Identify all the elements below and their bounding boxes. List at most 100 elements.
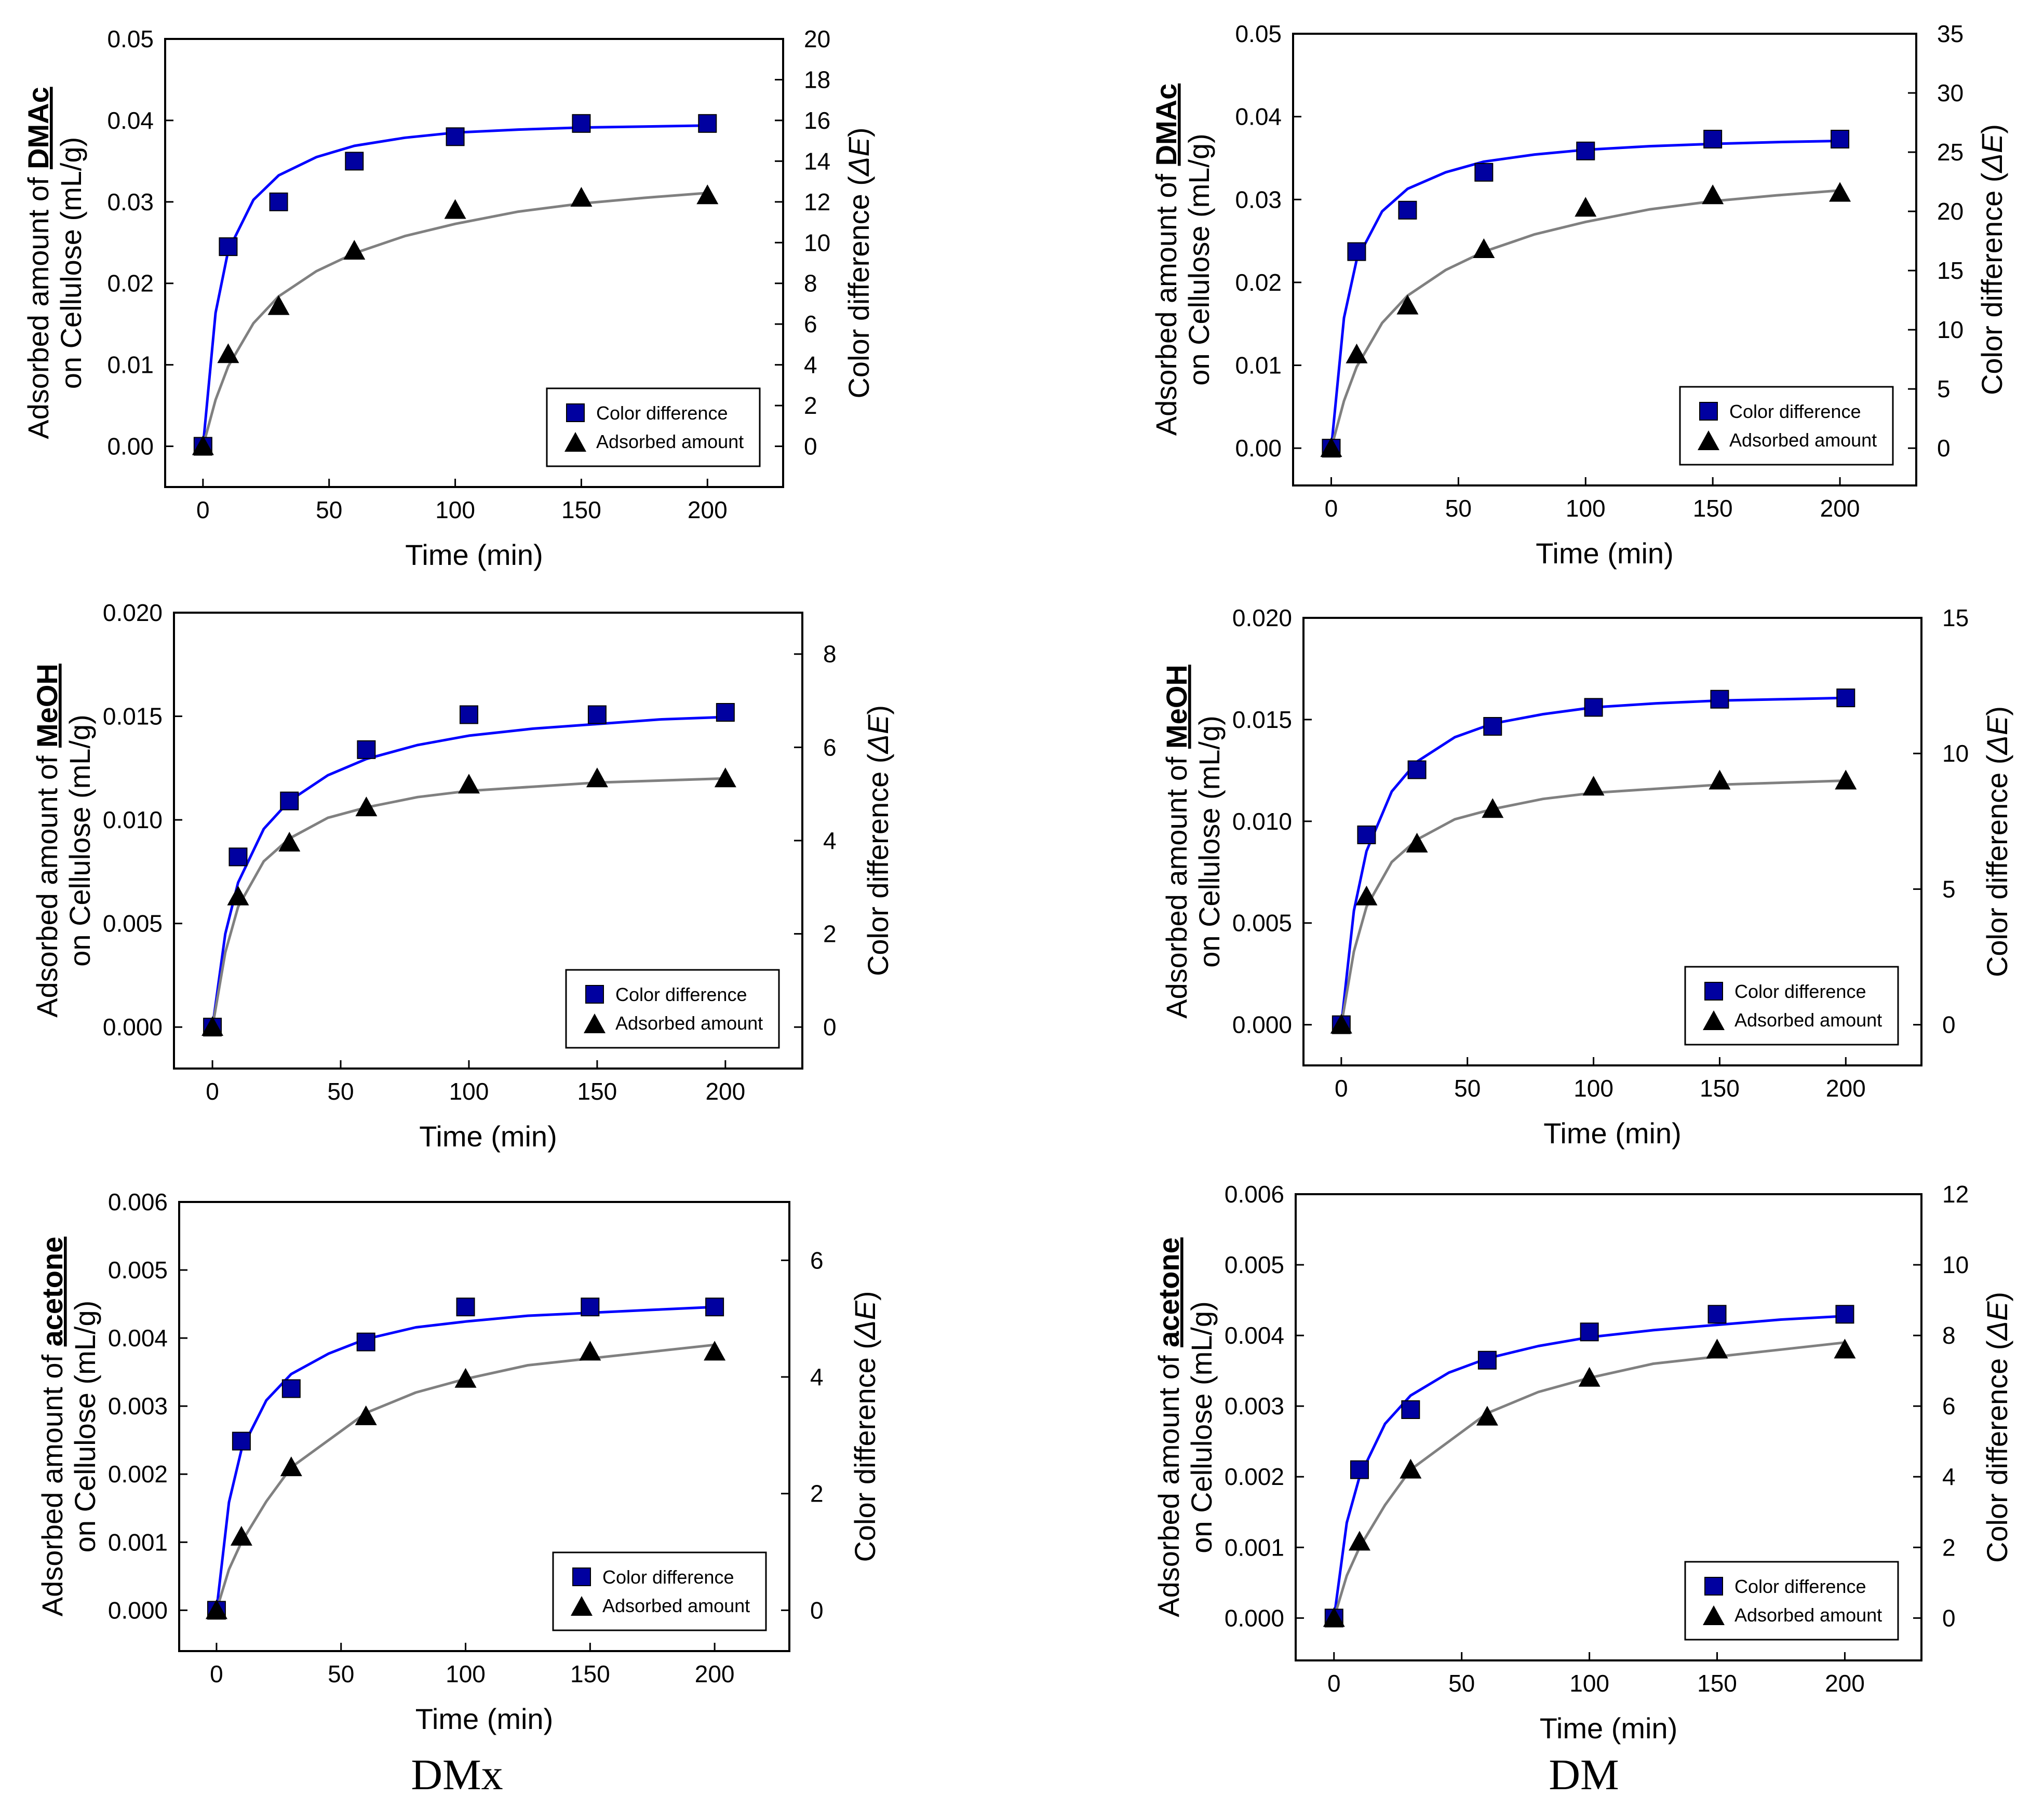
adsorbed-amount-point [343, 239, 366, 260]
y2-tick-label: 4 [810, 1363, 824, 1390]
x-tick-label: 200 [1820, 495, 1860, 522]
color-difference-point [345, 152, 364, 171]
y2-axis-label-text: Color difference ( [1975, 172, 2008, 395]
adsorbed-amount-point [1400, 1458, 1422, 1479]
y-tick-label: 0.03 [1235, 186, 1282, 213]
y2-tick-label: 25 [1937, 139, 1964, 166]
y-tick-label: 0.006 [1225, 1181, 1284, 1208]
y-axis-label-prefix: Adsorbed amount of [1150, 166, 1182, 436]
x-tick-label: 100 [1574, 1075, 1613, 1102]
y2-axis-label-text: Color difference ( [862, 753, 894, 976]
color-difference-point [1707, 1305, 1727, 1324]
x-tick-label: 50 [1454, 1075, 1481, 1102]
adsorbed-amount-point [1582, 776, 1605, 796]
y2-tick-label: 4 [1942, 1463, 1956, 1490]
y2-tick-label: 0 [804, 433, 817, 460]
legend-triangle-icon [584, 1013, 606, 1033]
y-tick-label: 0.006 [108, 1188, 168, 1215]
x-tick-label: 200 [1826, 1075, 1866, 1102]
adsorbed-amount-point [1348, 1531, 1370, 1551]
chart-panel-2: 0 50 100 150 200 0.00 0.01 0.02 0.03 0.04 0.05 0 5 10… [1150, 20, 2008, 570]
y-axis-label-compound: acetone [1152, 1237, 1185, 1347]
y-axis-label-prefix: Adsorbed amount of [31, 748, 63, 1018]
y-tick-label: 0.000 [1232, 1011, 1292, 1038]
chart-panel-4: 0 50 100 150 200 0.000 0.005 0.010 0.015 0.020 0 5 1… [1160, 604, 2013, 1150]
legend-triangle-icon [564, 432, 586, 452]
legend-label-color-difference: Color difference [1729, 401, 1861, 422]
legend-label-color-difference: Color difference [1734, 981, 1866, 1002]
legend-square-icon [1704, 982, 1723, 1001]
color-difference-point [219, 237, 238, 256]
x-tick-label: 100 [1566, 495, 1606, 522]
adsorbed-amount-point [230, 1525, 252, 1546]
y2-axis-label-symbol: ΔE [849, 1300, 881, 1341]
y2-axis-label-symbol: ΔE [862, 714, 894, 755]
x-tick-label: 100 [1569, 1670, 1609, 1697]
x-tick-label: 50 [316, 496, 342, 523]
x-tick-label: 50 [328, 1660, 354, 1687]
y2-tick-label: 18 [804, 66, 830, 93]
adsorbed-amount-point [1482, 798, 1504, 818]
adsorbed-amount-point [454, 1368, 477, 1388]
adsorbed-amount-point [267, 295, 290, 315]
y-tick-label: 0.05 [1235, 20, 1282, 47]
adsorbed-amount-point [570, 186, 593, 207]
x-tick-label: 200 [695, 1660, 735, 1687]
x-tick-label: 200 [1825, 1670, 1865, 1697]
color-difference-point [1347, 242, 1366, 261]
y2-tick-label: 6 [1942, 1393, 1956, 1420]
color-difference-point [705, 1298, 724, 1317]
adsorbed-amount-point [1702, 184, 1724, 205]
color-difference-point [1584, 698, 1603, 717]
color-difference-point [281, 1379, 301, 1398]
adsorbed-amount-point [696, 184, 719, 205]
color-difference-point [1474, 163, 1494, 182]
x-axis-label: Time (min) [405, 538, 543, 571]
y-axis-label: Adsorbed amount of DMAc [22, 87, 55, 439]
adsorbed-amount-point [1709, 769, 1731, 790]
x-tick-label: 50 [1448, 1670, 1475, 1697]
y-tick-label: 0.004 [108, 1325, 168, 1352]
y2-tick-label: 2 [810, 1480, 824, 1507]
y2-tick-label: 0 [1942, 1011, 1956, 1038]
legend-square-icon [566, 403, 585, 422]
y2-tick-label: 8 [823, 641, 837, 668]
color-difference-point [1350, 1460, 1369, 1479]
y2-axis-label-close: ) [842, 127, 875, 137]
x-tick-label: 150 [561, 496, 601, 523]
color-difference-point [1407, 760, 1427, 779]
adsorbed-amount-point [1473, 238, 1495, 259]
y2-tick-label: 6 [804, 310, 817, 337]
y-axis-label-prefix: Adsorbed amount of [22, 169, 55, 439]
color-difference-point [1357, 825, 1376, 844]
legend-box [1679, 386, 1894, 466]
adsorbed-amount-point [1396, 294, 1419, 315]
y-axis-label-line2: on Cellulose (mL/g) [55, 137, 87, 389]
legend-label-adsorbed-amount: Adsorbed amount [615, 1012, 763, 1034]
color-difference-point [269, 192, 288, 211]
adsorbed-amount-point [205, 1599, 227, 1619]
y2-tick-label: 0 [823, 1013, 837, 1040]
y2-axis-label-close: ) [1981, 706, 2013, 716]
y-tick-label: 0.004 [1225, 1322, 1284, 1349]
x-tick-label: 50 [1445, 495, 1472, 522]
legend-square-icon [1699, 402, 1718, 421]
adsorbed-amount-point [444, 199, 466, 219]
color-difference-point [232, 1431, 251, 1451]
y2-axis-label: Color difference (ΔE) [1981, 706, 2013, 977]
y-axis-label-prefix: Adsorbed amount of [36, 1346, 69, 1616]
adsorbed-amount-point [355, 796, 378, 817]
y-tick-label: 0.04 [1235, 103, 1282, 130]
y-tick-label: 0.03 [107, 188, 154, 215]
y-tick-label: 0.00 [1235, 435, 1282, 462]
x-axis-label: Time (min) [415, 1702, 553, 1735]
y2-axis-label-text: Color difference ( [1981, 754, 2013, 977]
y2-axis-label: Color difference (ΔE) [842, 127, 875, 398]
y-tick-label: 0.015 [103, 703, 163, 730]
y-tick-label: 0.005 [1225, 1251, 1284, 1278]
y-axis-label: Adsorbed amount of DMAc [1150, 84, 1182, 436]
y2-axis-label-symbol: ΔE [1981, 1301, 2013, 1342]
chart-panel-5: 0 50 100 150 200 0.000 0.001 0.002 0.003 0.004 0.0… [36, 1188, 881, 1735]
y2-tick-label: 2 [1942, 1534, 1956, 1561]
